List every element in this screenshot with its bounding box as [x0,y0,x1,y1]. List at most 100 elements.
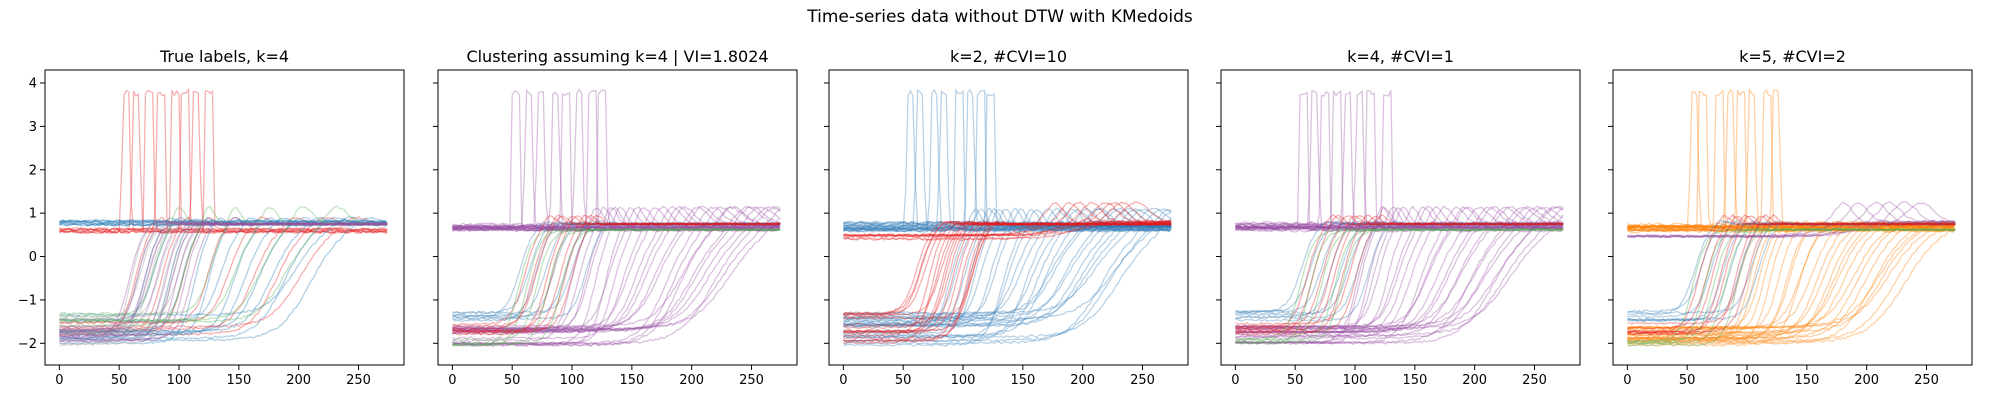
series-line [843,220,1172,317]
series-line [59,221,388,347]
series-line [59,89,388,234]
series-line [59,221,388,332]
series-line [1235,221,1564,314]
series-line [452,222,780,227]
series-line [1235,90,1564,230]
series-group [451,88,781,233]
series-line [452,227,781,346]
series-line [1627,220,1956,319]
series-line [843,202,1172,239]
series-line [1627,220,1956,323]
series-line [1235,227,1564,342]
series-line [59,216,388,325]
series-line [843,208,1172,335]
series-line [59,90,388,232]
series-line [452,225,780,230]
subplot-title: Clustering assuming k=4 | VI=1.8024 [466,47,768,66]
series-line [1626,220,1956,340]
series-line [1235,224,1563,230]
subplot-3: k=2, #CVI=10 0 50 100 150 200 250 [824,47,1189,388]
x-tick-label: 50 [111,373,128,388]
series-line [1235,220,1564,323]
series-line [1235,214,1564,333]
series-line [843,220,1171,226]
figure-suptitle: Time-series data without DTW with KMedoi… [806,7,1193,27]
series-line [452,222,780,228]
series-line [59,217,388,335]
series-group [1627,87,1956,233]
series-line [1235,225,1563,231]
series-line [843,88,1172,233]
series-line [59,205,388,324]
series-line [843,220,1172,320]
series-line [1627,215,1956,334]
series-line [452,89,781,230]
series-line [843,220,1172,338]
x-tick-label: 0 [448,373,456,388]
series-line [452,206,781,331]
series-line [1235,206,1564,331]
series-line [59,91,388,232]
series-line [452,214,781,335]
series-line [843,220,1172,333]
series-line [59,90,388,235]
series-line [1235,90,1564,231]
series-line [452,227,781,347]
series-line [452,205,781,333]
series-line [452,227,780,232]
series-line [59,217,388,331]
series-line [843,208,1172,321]
axes-frame [437,69,798,366]
series-line [59,221,388,343]
series-line [843,207,1172,315]
series-line [1235,222,1563,227]
x-tick-label: 250 [739,373,764,388]
series-group [59,218,387,228]
series-line [843,220,1172,335]
series-group [843,220,1172,345]
series-line [843,220,1172,315]
series-line [59,217,388,323]
series-line [452,205,781,347]
series-line [843,209,1172,343]
x-tick-label: 150 [1402,373,1427,388]
x-tick-label: 100 [1735,373,1760,388]
series-line [1627,225,1955,230]
x-tick-label: 250 [1914,373,1939,388]
series-line [59,220,388,338]
series-line [843,221,1171,226]
series-line [452,226,780,232]
series-line [1235,222,1563,228]
series-line [1235,205,1564,339]
series-line [1627,87,1956,233]
series-line [1627,88,1956,229]
series-line [452,205,781,334]
series-line [843,93,1172,231]
series-line [843,202,1172,237]
series-line [59,220,387,225]
series-line [59,221,388,335]
series-line [1627,221,1956,346]
series-line [452,215,781,333]
x-tick-label: 200 [1462,373,1487,388]
series-line [843,207,1172,320]
series-line [843,207,1172,327]
series-line [1627,201,1956,238]
series-line [1627,228,1956,344]
series-line [59,216,388,332]
series-lines [451,88,781,348]
x-tick-label: 0 [1623,373,1631,388]
series-line [843,209,1172,335]
series-line [452,227,781,342]
series-line [1627,227,1955,233]
series-line [843,208,1172,345]
series-line [1627,220,1956,315]
series-line [1627,90,1956,229]
subplot-2: Clustering assuming k=4 | VI=1.8024 0 50 10… [433,47,798,388]
series-line [1627,215,1956,334]
series-line [1235,220,1564,319]
y-tick-label: 0 [29,250,37,265]
series-line [1627,221,1956,340]
series-line [1627,227,1956,343]
axes-frame [1612,69,1973,366]
